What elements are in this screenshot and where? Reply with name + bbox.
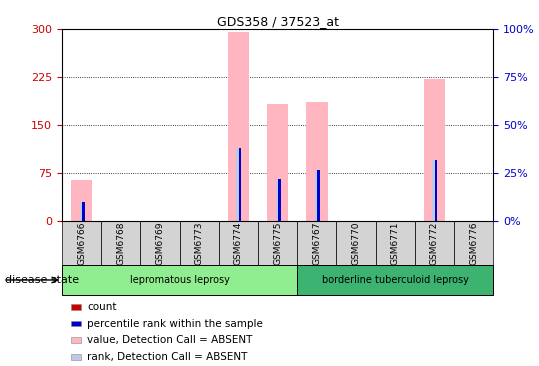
Bar [297, 265, 493, 295]
Bar [237, 149, 240, 221]
Text: GSM6770: GSM6770 [351, 222, 361, 265]
Bar [258, 221, 297, 265]
Text: GSM6766: GSM6766 [77, 222, 86, 265]
Bar [275, 179, 280, 221]
Bar [239, 149, 241, 221]
Text: disease state: disease state [5, 275, 80, 285]
Text: GSM6773: GSM6773 [195, 222, 204, 265]
Text: value, Detection Call = ABSENT: value, Detection Call = ABSENT [87, 335, 252, 345]
Bar [227, 33, 249, 221]
Bar [71, 180, 92, 221]
Bar [415, 221, 454, 265]
Bar [454, 221, 493, 265]
Text: GSM6775: GSM6775 [273, 222, 282, 265]
Text: borderline tuberculoid leprosy: borderline tuberculoid leprosy [322, 275, 468, 285]
Bar [434, 160, 437, 221]
Bar [376, 221, 415, 265]
Bar [278, 179, 280, 221]
Bar [140, 221, 179, 265]
Bar [297, 221, 336, 265]
Text: GSM6768: GSM6768 [116, 222, 125, 265]
Bar [219, 221, 258, 265]
Text: GSM6769: GSM6769 [155, 222, 164, 265]
Title: GDS358 / 37523_at: GDS358 / 37523_at [217, 15, 338, 28]
Text: lepromatous leprosy: lepromatous leprosy [130, 275, 230, 285]
Text: count: count [87, 302, 116, 312]
Bar [71, 304, 81, 310]
Bar [315, 169, 319, 221]
Bar [424, 79, 445, 221]
Bar [179, 221, 219, 265]
Bar [336, 221, 376, 265]
Bar [317, 169, 320, 221]
Bar [71, 354, 81, 360]
Text: GSM6772: GSM6772 [430, 222, 439, 265]
Text: GSM6767: GSM6767 [312, 222, 321, 265]
Bar [62, 265, 297, 295]
Bar [101, 221, 140, 265]
Text: GSM6774: GSM6774 [234, 222, 243, 265]
Bar [82, 202, 85, 221]
Bar [432, 160, 437, 221]
Text: rank, Detection Call = ABSENT: rank, Detection Call = ABSENT [87, 352, 247, 362]
Bar [306, 102, 328, 221]
Bar [267, 104, 288, 221]
Bar [62, 221, 101, 265]
Text: GSM6776: GSM6776 [469, 222, 478, 265]
Text: GSM6771: GSM6771 [391, 222, 400, 265]
Bar [80, 202, 84, 221]
Bar [71, 321, 81, 326]
Text: percentile rank within the sample: percentile rank within the sample [87, 318, 263, 329]
Bar [71, 337, 81, 343]
